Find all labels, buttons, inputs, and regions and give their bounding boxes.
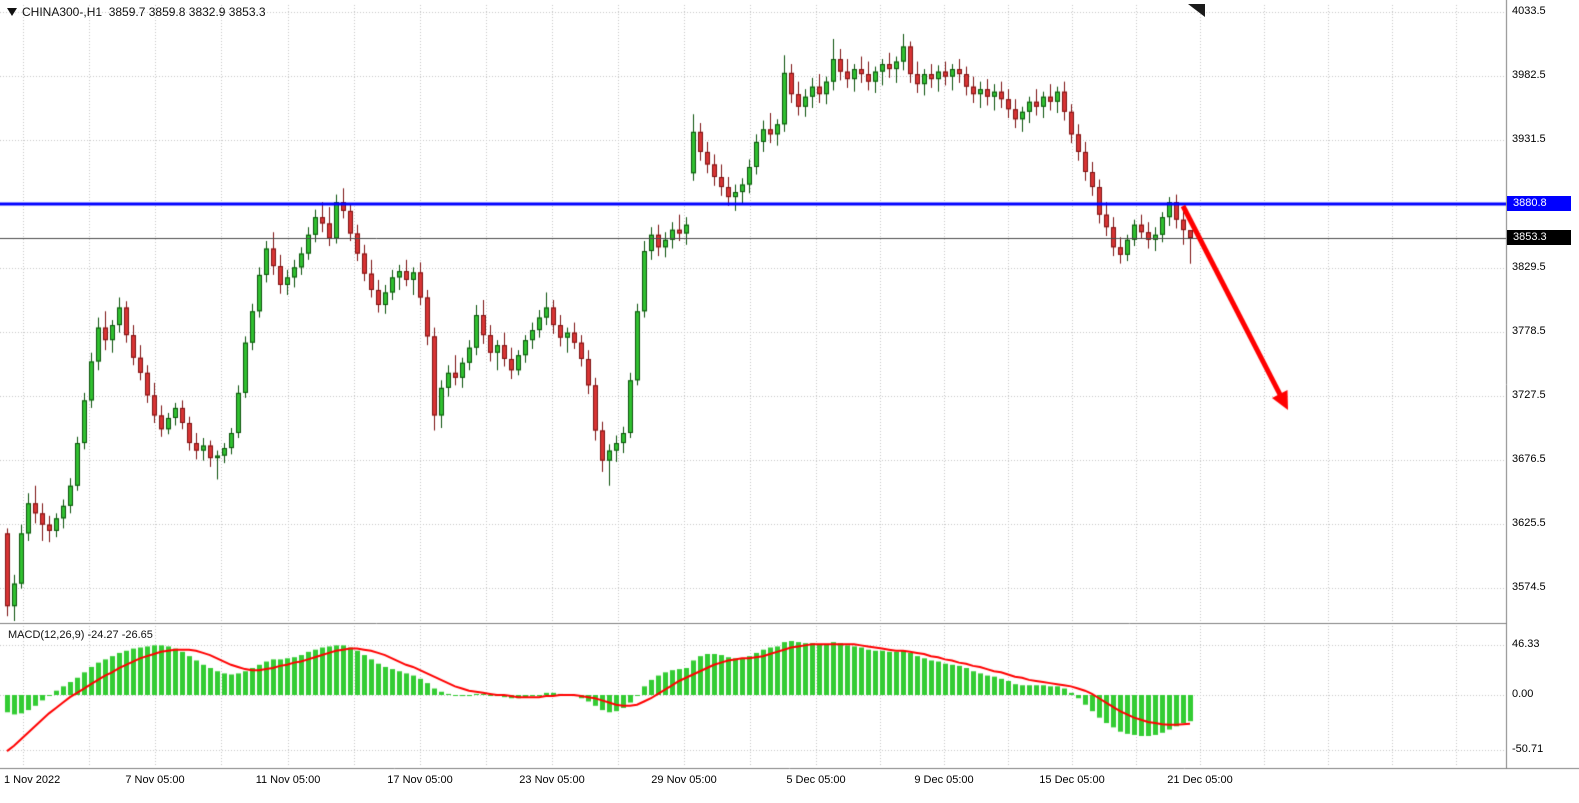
price-axis-label: 3931.5 [1512, 133, 1546, 145]
price-axis-label: 3778.5 [1512, 325, 1546, 337]
time-axis-label: 17 Nov 05:00 [387, 774, 453, 786]
price-axis-label: 3982.5 [1512, 69, 1546, 81]
time-axis-label: 9 Dec 05:00 [914, 774, 974, 786]
current-price-tag: 3853.3 [1507, 230, 1571, 246]
time-axis-label: 7 Nov 05:00 [125, 774, 185, 786]
chart-header: CHINA300-,H1 3859.7 3859.8 3832.9 3853.3 [7, 5, 266, 19]
macd-indicator-label: MACD(12,26,9) -24.27 -26.65 [8, 629, 153, 641]
resistance-price-tag: 3880.8 [1507, 195, 1571, 211]
time-axis-label: 23 Nov 05:00 [519, 774, 585, 786]
chart-shift-icon[interactable] [1188, 4, 1205, 17]
symbol-ohlc-text: CHINA300-,H1 3859.7 3859.8 3832.9 3853.3 [22, 5, 266, 19]
time-axis-label: 15 Dec 05:00 [1039, 774, 1105, 786]
time-axis-label: 5 Dec 05:00 [786, 774, 846, 786]
macd-axis-label: 46.33 [1512, 638, 1540, 650]
time-axis-label: 11 Nov 05:00 [255, 774, 321, 786]
price-axis-label: 4033.5 [1512, 5, 1546, 17]
time-axis-label: 1 Nov 2022 [4, 774, 61, 786]
time-axis-label: 21 Dec 05:00 [1167, 774, 1233, 786]
macd-axis-label: -50.71 [1512, 742, 1544, 755]
price-axis-label: 3676.5 [1512, 453, 1546, 465]
price-axis-label: 3574.5 [1512, 581, 1546, 593]
price-axis-label: 3829.5 [1512, 261, 1546, 273]
price-axis-label: 3625.5 [1512, 517, 1546, 529]
symbol-marker-icon [7, 8, 17, 16]
macd-axis-label: 0.00 [1512, 688, 1534, 700]
time-axis-label: 29 Nov 05:00 [651, 774, 717, 786]
price-axis-label: 3727.5 [1512, 389, 1546, 401]
